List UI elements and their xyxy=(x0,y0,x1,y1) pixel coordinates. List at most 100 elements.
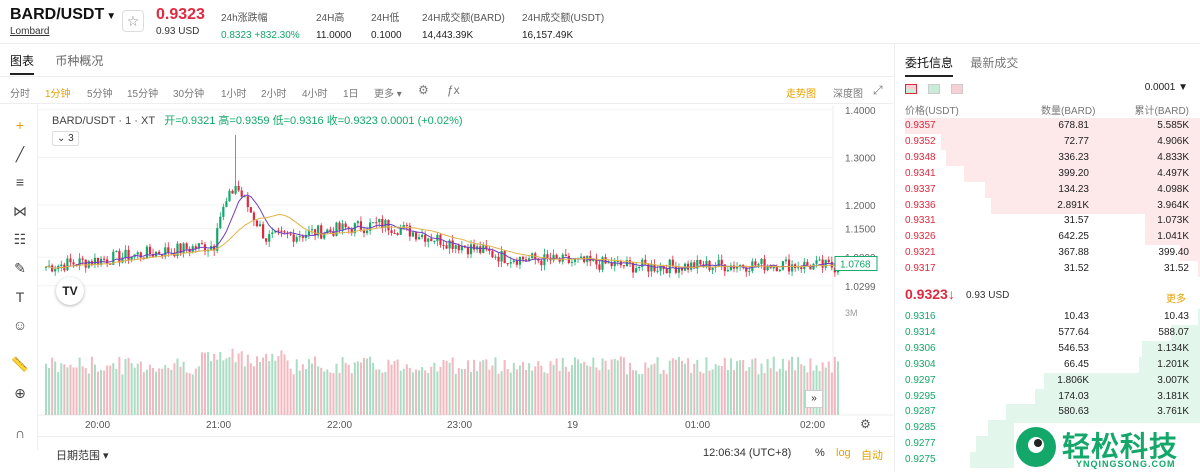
ask-row[interactable]: 0.9326 642.25 1.041K xyxy=(895,229,1200,246)
interval-15m[interactable]: 15分钟 xyxy=(127,89,159,100)
volume-bar xyxy=(543,372,546,415)
candle-body xyxy=(44,266,48,268)
chart-settings-icon[interactable]: ⚙ xyxy=(860,417,871,431)
candle-body xyxy=(369,222,372,231)
volume-bar xyxy=(304,369,307,415)
volume-bar xyxy=(436,371,439,415)
candle-body xyxy=(60,264,63,266)
bid-row[interactable]: 0.9295 174.03 3.181K xyxy=(895,388,1200,405)
bid-total: 1.201K xyxy=(1157,358,1189,370)
percent-toggle[interactable]: % xyxy=(815,447,825,459)
fullscreen-icon[interactable]: ⤢ xyxy=(873,83,883,97)
bid-row[interactable]: 0.9304 66.45 1.201K xyxy=(895,356,1200,373)
ask-row[interactable]: 0.9321 367.88 399.40 xyxy=(895,245,1200,262)
tab-coin-info[interactable]: 币种概况 xyxy=(55,54,104,68)
ask-row[interactable]: 0.9341 399.20 4.497K xyxy=(895,165,1200,182)
pattern-icon[interactable]: ⋈ xyxy=(13,203,27,219)
fib-icon[interactable]: ☷ xyxy=(13,231,27,247)
ask-row[interactable]: 0.9357 678.81 5.585K xyxy=(895,118,1200,134)
bids-only-icon[interactable] xyxy=(928,84,941,94)
volume-bar xyxy=(622,357,625,415)
ask-row[interactable]: 0.9317 31.52 31.52 xyxy=(895,261,1200,278)
volume-bar xyxy=(182,361,185,415)
precision-select[interactable]: 0.0001 ▼ xyxy=(1144,82,1188,93)
candle-body xyxy=(705,260,708,268)
text-icon[interactable]: T xyxy=(15,289,25,305)
candlestick-chart[interactable]: 1.40001.30001.20001.15001.08991.02991.07… xyxy=(38,105,893,436)
bid-row[interactable]: 0.9314 577.64 588.07 xyxy=(895,324,1200,341)
interval-5m[interactable]: 5分钟 xyxy=(87,89,113,100)
indicator-fx-icon[interactable]: ƒx xyxy=(447,83,460,97)
bid-row[interactable]: 0.9306 546.53 1.134K xyxy=(895,340,1200,357)
interval-more[interactable]: 更多 ▾ xyxy=(374,89,402,100)
view-trend[interactable]: 走势图 xyxy=(786,89,816,100)
volume-bar xyxy=(589,366,592,415)
ruler-icon[interactable]: 📏 xyxy=(11,356,29,372)
tradingview-logo-icon[interactable]: TV xyxy=(56,277,84,305)
zoom-in-icon[interactable]: ⊕ xyxy=(14,385,26,401)
date-range-button[interactable]: 日期范围 ▾ xyxy=(56,450,109,462)
candle-body xyxy=(283,231,286,233)
asks-only-icon[interactable] xyxy=(951,84,964,94)
price-chart[interactable]: 1.40001.30001.20001.15001.08991.02991.07… xyxy=(38,105,893,450)
candle-body xyxy=(329,229,332,232)
log-toggle[interactable]: log xyxy=(836,447,851,459)
candle-body xyxy=(222,206,225,217)
candle-body xyxy=(638,266,641,269)
volume-bar xyxy=(332,373,335,415)
tab-order-book[interactable]: 委托信息 xyxy=(905,56,954,77)
horizontal-lines-icon[interactable]: ≡ xyxy=(15,174,25,190)
interval-30m[interactable]: 30分钟 xyxy=(173,89,205,100)
volume-bar xyxy=(662,369,665,415)
candle-body xyxy=(176,243,179,257)
exchange-link[interactable]: Lombard xyxy=(10,26,50,37)
volume-bar xyxy=(729,358,732,415)
emoji-icon[interactable]: ☺ xyxy=(12,317,28,333)
interval-2h[interactable]: 2小时 xyxy=(261,89,287,100)
interval-1h[interactable]: 1小时 xyxy=(221,89,247,100)
interval-1m[interactable]: 1分钟 xyxy=(45,89,71,100)
tab-recent-trades[interactable]: 最新成交 xyxy=(970,56,1019,70)
volume-bar xyxy=(109,365,112,415)
tab-chart[interactable]: 图表 xyxy=(10,54,35,75)
volume-bar xyxy=(797,357,800,415)
ask-qty: 134.23 xyxy=(1058,183,1089,195)
candle-body xyxy=(723,264,726,272)
auto-toggle[interactable]: 自动 xyxy=(861,450,883,462)
bid-row[interactable]: 0.9287 580.63 3.761K xyxy=(895,404,1200,421)
ask-row[interactable]: 0.9337 134.23 4.098K xyxy=(895,181,1200,198)
brush-icon[interactable]: ✎ xyxy=(14,260,26,276)
y-tick-label: 1.0299 xyxy=(845,282,876,293)
bid-row[interactable]: 0.9297 1.806K 3.007K xyxy=(895,372,1200,389)
view-depth[interactable]: 深度图 xyxy=(833,89,863,100)
ask-price: 0.9357 xyxy=(905,120,936,131)
interval-1d[interactable]: 1日 xyxy=(343,89,359,100)
indicator-toggle[interactable]: ⌄ 3 xyxy=(52,131,79,146)
volume-bar xyxy=(528,363,531,415)
volume-bar xyxy=(598,370,601,415)
ask-row[interactable]: 0.9336 2.891K 3.964K xyxy=(895,197,1200,214)
ask-row[interactable]: 0.9352 72.77 4.906K xyxy=(895,133,1200,150)
scroll-right-button[interactable]: » xyxy=(805,390,823,408)
interval-time[interactable]: 分时 xyxy=(10,89,30,100)
candle-body xyxy=(102,258,106,260)
candle-body xyxy=(598,264,601,270)
candle-body xyxy=(381,219,384,228)
more-link[interactable]: 更多 xyxy=(1166,294,1186,305)
bid-row[interactable]: 0.9316 10.43 10.43 xyxy=(895,309,1200,325)
settings-gear-icon[interactable]: ⚙ xyxy=(418,83,429,97)
candle-body xyxy=(821,259,824,268)
favorite-star-icon[interactable]: ☆ xyxy=(122,10,144,32)
trendline-icon[interactable]: ╱ xyxy=(15,146,25,162)
volume-bar xyxy=(644,362,647,415)
volume-bar xyxy=(702,373,705,415)
ask-row[interactable]: 0.9348 336.23 4.833K xyxy=(895,149,1200,166)
pair-selector[interactable]: BARD/USDT ▼ xyxy=(10,6,117,23)
magnet-icon[interactable]: ∩ xyxy=(14,425,26,441)
both-sides-icon[interactable] xyxy=(905,84,917,94)
volume-bar xyxy=(145,369,148,415)
crosshair-icon[interactable]: + xyxy=(15,117,25,133)
interval-4h[interactable]: 4小时 xyxy=(302,89,328,100)
ask-row[interactable]: 0.9331 31.57 1.073K xyxy=(895,213,1200,230)
bid-price: 0.9287 xyxy=(905,406,936,418)
